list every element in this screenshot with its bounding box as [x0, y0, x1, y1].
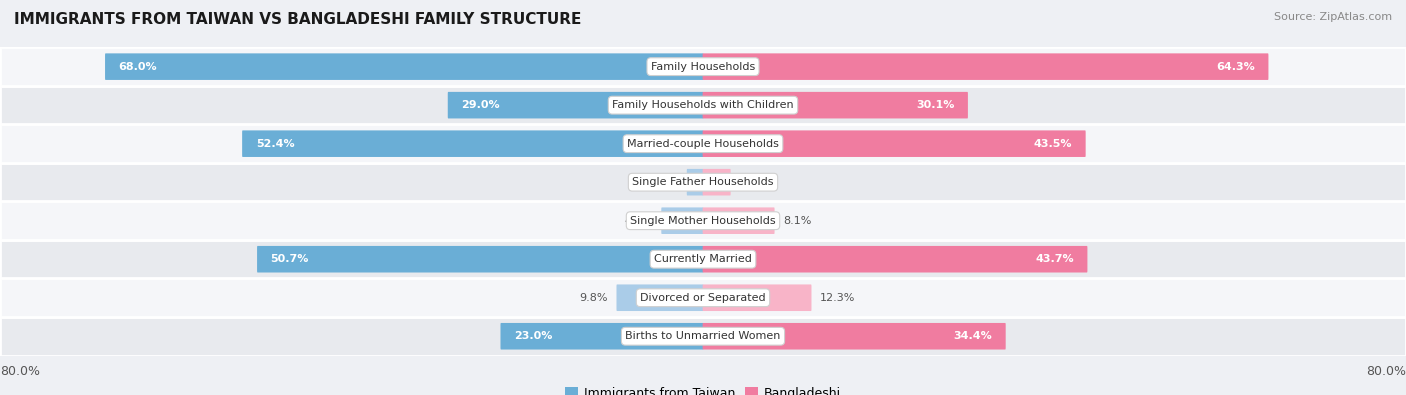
- Text: Married-couple Households: Married-couple Households: [627, 139, 779, 149]
- Bar: [0, 86, 1406, 124]
- Text: 9.8%: 9.8%: [579, 293, 609, 303]
- Legend: Immigrants from Taiwan, Bangladeshi: Immigrants from Taiwan, Bangladeshi: [560, 382, 846, 395]
- FancyBboxPatch shape: [703, 323, 1005, 350]
- Text: 64.3%: 64.3%: [1216, 62, 1256, 71]
- Text: 34.4%: 34.4%: [953, 331, 993, 341]
- Text: Family Households with Children: Family Households with Children: [612, 100, 794, 110]
- Bar: [0, 163, 1406, 201]
- Text: 29.0%: 29.0%: [461, 100, 501, 110]
- Text: 50.7%: 50.7%: [270, 254, 309, 264]
- Text: 52.4%: 52.4%: [256, 139, 294, 149]
- Text: 80.0%: 80.0%: [1367, 365, 1406, 378]
- FancyBboxPatch shape: [501, 323, 703, 350]
- Text: 12.3%: 12.3%: [820, 293, 855, 303]
- Text: 68.0%: 68.0%: [118, 62, 157, 71]
- Text: 43.7%: 43.7%: [1035, 254, 1074, 264]
- Text: 1.8%: 1.8%: [650, 177, 678, 187]
- FancyBboxPatch shape: [703, 92, 967, 118]
- FancyBboxPatch shape: [257, 246, 703, 273]
- Text: Births to Unmarried Women: Births to Unmarried Women: [626, 331, 780, 341]
- Text: 30.1%: 30.1%: [915, 100, 955, 110]
- FancyBboxPatch shape: [703, 207, 775, 234]
- Text: Divorced or Separated: Divorced or Separated: [640, 293, 766, 303]
- FancyBboxPatch shape: [686, 169, 703, 196]
- FancyBboxPatch shape: [242, 130, 703, 157]
- Text: Family Households: Family Households: [651, 62, 755, 71]
- FancyBboxPatch shape: [703, 130, 1085, 157]
- Text: Single Father Households: Single Father Households: [633, 177, 773, 187]
- FancyBboxPatch shape: [703, 53, 1268, 80]
- FancyBboxPatch shape: [661, 207, 703, 234]
- FancyBboxPatch shape: [703, 284, 811, 311]
- Text: IMMIGRANTS FROM TAIWAN VS BANGLADESHI FAMILY STRUCTURE: IMMIGRANTS FROM TAIWAN VS BANGLADESHI FA…: [14, 12, 582, 27]
- Text: 43.5%: 43.5%: [1033, 139, 1073, 149]
- FancyBboxPatch shape: [616, 284, 703, 311]
- FancyBboxPatch shape: [105, 53, 703, 80]
- Text: Single Mother Households: Single Mother Households: [630, 216, 776, 226]
- Bar: [0, 317, 1406, 356]
- Bar: [0, 240, 1406, 278]
- FancyBboxPatch shape: [703, 246, 1087, 273]
- Text: 4.7%: 4.7%: [624, 216, 652, 226]
- Text: Source: ZipAtlas.com: Source: ZipAtlas.com: [1274, 12, 1392, 22]
- Bar: [0, 278, 1406, 317]
- Text: 8.1%: 8.1%: [783, 216, 811, 226]
- Text: Currently Married: Currently Married: [654, 254, 752, 264]
- FancyBboxPatch shape: [703, 169, 731, 196]
- Text: 80.0%: 80.0%: [0, 365, 39, 378]
- Bar: [0, 47, 1406, 86]
- Text: 3.1%: 3.1%: [740, 177, 768, 187]
- Bar: [0, 201, 1406, 240]
- Text: 23.0%: 23.0%: [515, 331, 553, 341]
- Bar: [0, 124, 1406, 163]
- FancyBboxPatch shape: [447, 92, 703, 118]
